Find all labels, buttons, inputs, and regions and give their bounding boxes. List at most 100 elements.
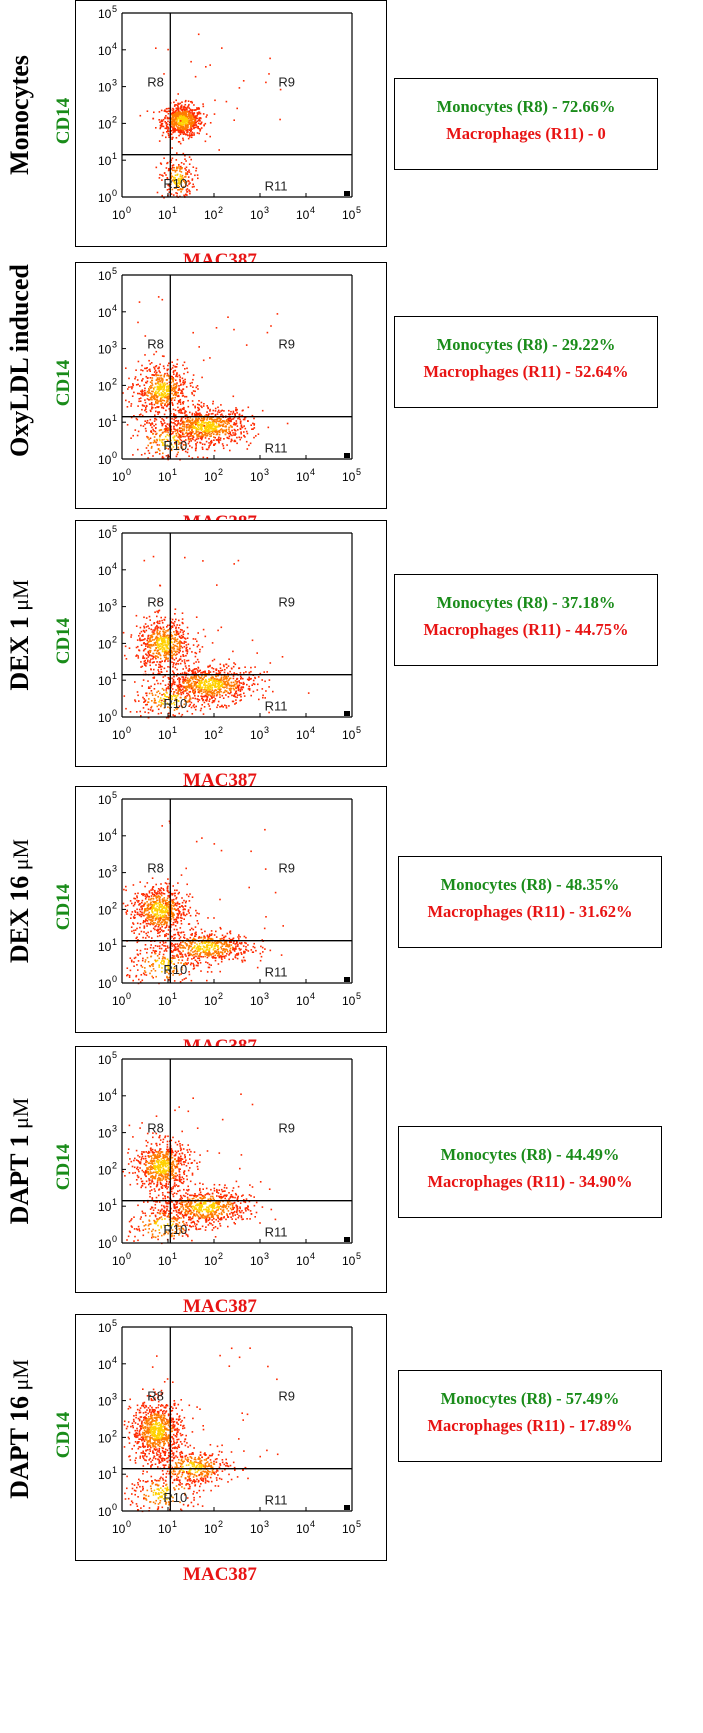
event-dot [200, 127, 203, 129]
event-dot [204, 673, 206, 675]
event-dot [193, 115, 195, 117]
event-dot [180, 392, 182, 394]
x-tick-exponent: 2 [218, 205, 223, 215]
event-dot [209, 698, 211, 700]
event-dot [215, 433, 218, 436]
event-dot [146, 642, 149, 645]
event-dot [183, 406, 185, 409]
event-dot [209, 122, 212, 124]
event-dot [161, 441, 163, 443]
event-dot [233, 119, 235, 121]
event-dot [176, 916, 178, 919]
event-dot [146, 405, 148, 407]
x-tick-exponent: 0 [126, 725, 131, 735]
event-dot [149, 386, 151, 388]
event-dot [202, 430, 204, 433]
event-dot [191, 426, 193, 429]
event-dot [174, 110, 177, 112]
event-dot [186, 371, 189, 374]
event-dot [142, 893, 144, 895]
event-dot [204, 946, 206, 949]
x-tick-label: 10 [204, 208, 218, 222]
event-dot [179, 628, 182, 631]
event-dot [174, 895, 176, 897]
event-dot [196, 174, 199, 176]
event-dot [194, 414, 196, 417]
event-dot [184, 638, 187, 640]
event-dot [212, 948, 215, 951]
event-dot [242, 80, 245, 82]
event-dot [182, 668, 184, 670]
event-dot [180, 109, 183, 111]
event-dot [150, 897, 153, 900]
event-dot [144, 920, 146, 923]
event-dot [235, 686, 237, 689]
event-dot [194, 683, 197, 686]
event-dot [196, 920, 199, 922]
event-dot [181, 412, 184, 414]
event-dot [187, 419, 189, 422]
event-dot [175, 696, 178, 699]
event-dot [185, 687, 188, 689]
event-dot [172, 364, 175, 367]
event-dot [185, 900, 187, 903]
event-dot [193, 119, 196, 122]
event-dot [263, 671, 265, 673]
event-dot [197, 666, 199, 669]
event-dot [173, 672, 175, 675]
event-dot [178, 422, 180, 425]
event-dot [181, 621, 184, 624]
event-dot [193, 427, 196, 429]
event-dot [196, 107, 198, 109]
event-dot [161, 914, 164, 917]
event-dot [152, 900, 154, 903]
event-dot [190, 129, 192, 132]
event-dot [230, 681, 233, 684]
event-dot [173, 435, 176, 437]
event-dot [135, 625, 138, 627]
event-dot [182, 676, 185, 678]
event-dot [180, 637, 183, 639]
event-dot [204, 695, 206, 698]
event-dot [139, 910, 142, 913]
event-dot [195, 675, 198, 678]
event-dot [173, 892, 176, 895]
event-dot [173, 647, 176, 650]
event-dot [223, 671, 226, 674]
event-dot [170, 381, 172, 384]
event-dot [138, 649, 140, 651]
event-dot [197, 388, 199, 390]
event-dot [189, 126, 192, 128]
event-dot [231, 426, 233, 428]
event-dot [165, 918, 167, 921]
event-dot [156, 374, 158, 376]
event-dot [163, 172, 166, 174]
event-dot [172, 694, 175, 697]
event-dot [188, 667, 191, 670]
event-dot [170, 649, 173, 652]
event-dot [176, 668, 178, 671]
event-dot [162, 379, 164, 381]
event-dot [162, 644, 165, 646]
event-dot [137, 321, 139, 324]
event-dot [179, 916, 182, 919]
event-dot [170, 368, 172, 370]
event-dot [218, 681, 220, 684]
event-dot [225, 690, 228, 693]
condition-unit: μM [8, 838, 33, 876]
event-dot [171, 124, 174, 126]
event-dot [165, 689, 167, 691]
event-dot [245, 942, 247, 945]
event-dot [262, 696, 264, 699]
event-dot [205, 678, 207, 681]
event-dot [236, 682, 238, 685]
event-dot [234, 687, 237, 690]
event-dot [213, 694, 215, 697]
event-dot [190, 134, 193, 137]
event-dot [143, 648, 146, 651]
event-dot [186, 650, 189, 653]
event-dot [162, 452, 164, 455]
event-dot [207, 406, 209, 409]
event-dot [172, 682, 174, 685]
event-dot [195, 676, 197, 679]
